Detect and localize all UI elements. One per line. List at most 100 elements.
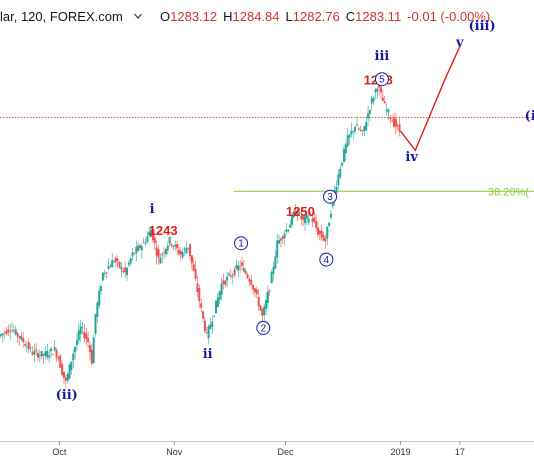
candle-body [192, 264, 195, 271]
candle-body [137, 245, 140, 251]
candle-body [350, 130, 353, 135]
time-tick-label: Nov [166, 447, 183, 457]
close-key: C [346, 9, 355, 24]
candle-body [85, 333, 88, 340]
candle-body [94, 314, 97, 334]
candle-body [307, 218, 310, 223]
time-axis[interactable]: Oct Nov Dec 2019 17 [52, 441, 465, 457]
candle-body [252, 284, 255, 290]
candle-body [25, 346, 28, 348]
candle-body [64, 377, 67, 381]
wave-label: (iii) [469, 19, 496, 34]
candle-body [272, 266, 275, 274]
candle-body [259, 305, 262, 311]
candle-body [48, 355, 51, 358]
candle-body [359, 129, 362, 131]
circled-wave-label: 1 [238, 239, 244, 250]
candle-body [244, 270, 247, 274]
candle-body [263, 306, 266, 316]
candle-body [90, 349, 93, 364]
candle-body [79, 326, 82, 335]
candle-body [62, 371, 65, 378]
time-tick-label: 2019 [390, 447, 410, 457]
candle-body [344, 144, 347, 154]
candle-body [114, 257, 117, 262]
candle-body [24, 344, 27, 346]
candle-body [87, 338, 90, 343]
candle-body [220, 283, 223, 295]
open-key: O [160, 9, 170, 24]
price-label: 1250 [286, 204, 315, 219]
candle-body [1, 333, 4, 336]
candle-body [213, 315, 216, 317]
candle-body [250, 280, 253, 285]
candle-body [49, 348, 52, 352]
candle-body [116, 258, 119, 261]
candle-body [33, 350, 36, 355]
candle-body [88, 345, 91, 353]
candle-body [207, 326, 210, 339]
candle-body [5, 330, 8, 335]
candle-body [51, 354, 54, 356]
candle-body [326, 226, 329, 239]
candle-body [107, 265, 110, 270]
candle-body [37, 352, 40, 358]
candle-body [255, 289, 258, 295]
chart-legend: lar, 120, FOREX.com [0, 9, 123, 24]
candle-body [127, 262, 130, 265]
wave-circle [323, 189, 338, 204]
candlesticks [0, 80, 401, 389]
candle-body [92, 337, 95, 364]
candle-body [227, 273, 230, 275]
candle-body [0, 334, 2, 337]
high-key: H [223, 9, 232, 24]
circled-wave-label: 5 [379, 75, 385, 86]
candle-body [383, 101, 386, 104]
candle-body [16, 333, 19, 337]
low-value: 1282.76 [293, 9, 340, 24]
candle-body [348, 134, 351, 138]
candle-body [129, 258, 132, 264]
candle-body [164, 248, 167, 255]
circled-wave-label: 2 [261, 323, 267, 334]
low-key: L [286, 9, 293, 24]
candle-body [150, 229, 153, 238]
candle-body [138, 245, 141, 249]
candle-body [311, 218, 314, 222]
candle-body [135, 247, 138, 254]
candle-body [176, 244, 179, 249]
candle-body [335, 186, 338, 194]
candle-body [391, 120, 394, 122]
ohlc-values: O1283.12 H1284.84 L1282.76 C1283.11 -0.01 (-… [160, 9, 490, 24]
candle-body [296, 211, 299, 217]
candle-body [374, 89, 377, 93]
candle-body [203, 320, 206, 332]
candle-body [376, 88, 379, 92]
candle-body [190, 255, 193, 264]
circled-wave-label: 3 [327, 192, 333, 203]
candle-body [233, 269, 236, 276]
candle-body [198, 288, 201, 302]
candle-body [315, 221, 318, 229]
candle-body [385, 109, 388, 111]
candle-body [185, 248, 188, 254]
candle-body [300, 215, 303, 220]
candle-body [320, 230, 323, 238]
symbol-dropdown[interactable] [134, 13, 142, 19]
chevron-down-icon[interactable] [134, 13, 142, 19]
fib-level-label: 38.20%( [488, 186, 529, 198]
candle-body [355, 124, 358, 126]
candle-body [172, 245, 175, 247]
candle-body [124, 267, 127, 273]
candle-body [240, 262, 243, 266]
candle-body [381, 97, 384, 101]
candle-body [183, 248, 186, 250]
candle-body [235, 265, 238, 269]
candle-body [75, 340, 78, 346]
open-value: 1283.12 [170, 9, 217, 24]
wave-label: (ii) [56, 388, 78, 403]
candle-body [268, 290, 271, 292]
candle-body [291, 214, 294, 225]
